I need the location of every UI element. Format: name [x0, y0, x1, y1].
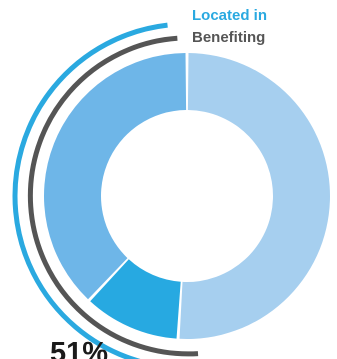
outer-arcs — [12, 22, 199, 359]
arc-located-in — [12, 22, 168, 359]
percentage-label: 51% — [50, 337, 108, 359]
donut-slice-3 — [43, 53, 187, 300]
arc-benefiting — [27, 35, 199, 357]
legend-benefiting: Benefiting — [192, 29, 265, 46]
donut-slices — [43, 53, 330, 339]
donut-slice-1 — [179, 53, 330, 339]
legend-located-in: Located in — [192, 7, 267, 24]
donut-slice-2 — [90, 259, 181, 339]
